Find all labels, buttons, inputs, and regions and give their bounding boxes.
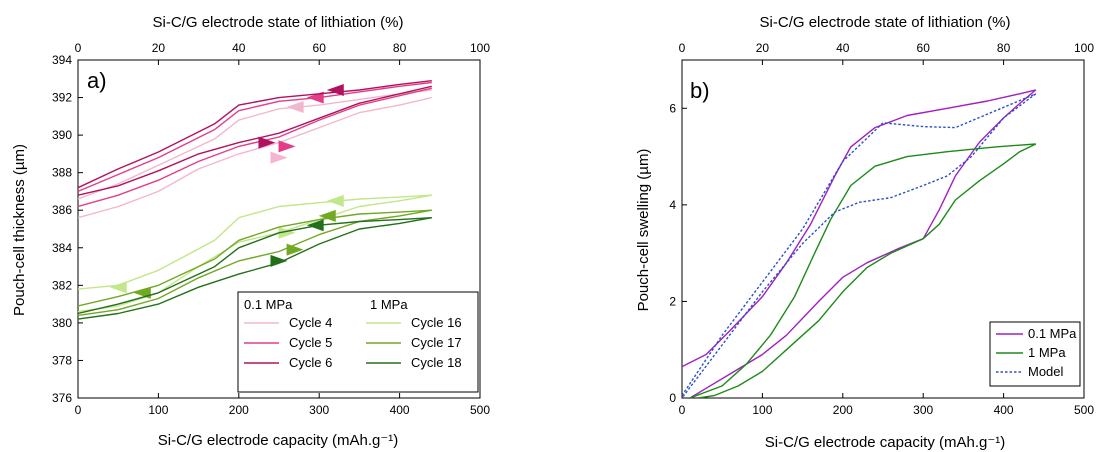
panel-b-x-tick-label: 0 — [679, 403, 686, 417]
panel-a-direction-arrow-3 — [109, 281, 127, 294]
panel-a-y-tick-label: 378 — [52, 353, 72, 367]
panel-b-legend-label: 1 MPa — [1028, 345, 1066, 360]
panel-a-legend-header-low: 0.1 MPa — [244, 297, 293, 312]
panel-a-direction-arrow-0 — [270, 151, 288, 164]
panel-a-legend-label: Cycle 5 — [289, 335, 332, 350]
panel-a-top-tick-label: 100 — [470, 41, 490, 55]
chart-panel-a: Si-C/G electrode state of lithiation (%)… — [11, 14, 490, 449]
panel-a-y-tick-label: 382 — [52, 278, 72, 292]
panel-a-x-tick-label: 0 — [75, 403, 82, 417]
panel-b-series-line-1 — [689, 143, 1036, 398]
panel-b-series-line-2 — [682, 93, 1037, 396]
panel-b-series-line-1 — [697, 143, 1037, 398]
panel-b-plot-area — [682, 89, 1037, 398]
panel-b-legend-box — [989, 321, 1081, 387]
panel-a-legend-box — [237, 291, 479, 393]
panel-a-direction-arrow-4 — [318, 209, 336, 222]
panel-b-y-axis-label: Pouch-cell swelling (µm) — [635, 149, 652, 312]
panel-b-legend: 0.1 MPa 1 MPa Model — [989, 321, 1081, 387]
panel-b-top-tick-label: 80 — [997, 41, 1011, 55]
panel-a-direction-arrow-0 — [286, 100, 304, 113]
panel-a-x-tick-label: 300 — [309, 403, 329, 417]
panel-b-x-tick-label: 200 — [833, 403, 853, 417]
panel-b-x-tick-label: 100 — [752, 403, 772, 417]
panel-a-direction-arrow-2 — [258, 136, 276, 149]
chart-panel-b: Si-C/G electrode state of lithiation (%)… — [635, 14, 1094, 451]
panel-b-x-tick-label: 400 — [994, 403, 1014, 417]
panel-b-y-tick-label: 0 — [669, 391, 676, 405]
panel-a-top-tick-label: 0 — [75, 41, 82, 55]
panel-b-top-axis-label: Si-C/G electrode state of lithiation (%) — [760, 14, 1011, 31]
panel-b-x-axis-label: Si-C/G electrode capacity (mAh.g⁻¹) — [765, 434, 1006, 451]
panel-a-top-tick-label: 80 — [393, 41, 407, 55]
panel-a-legend-label: Cycle 18 — [411, 355, 462, 370]
panel-a-x-tick-label: 400 — [390, 403, 410, 417]
panel-b-top-tick-label: 0 — [679, 41, 686, 55]
panel-b-y-tick-label: 4 — [669, 198, 676, 212]
panel-a-legend-header-high: 1 MPa — [370, 297, 408, 312]
panel-b-top-tick-label: 100 — [1074, 41, 1094, 55]
panel-a-legend-label: Cycle 6 — [289, 355, 332, 370]
panel-a-plot-frame — [77, 59, 481, 399]
panel-a-direction-arrow-2 — [326, 84, 344, 97]
panel-b-x-tick-label: 500 — [1074, 403, 1094, 417]
panel-a-direction-arrow-3 — [278, 226, 296, 239]
panel-a-y-tick-label: 380 — [52, 316, 72, 330]
panel-a-x-tick-label: 100 — [148, 403, 168, 417]
panel-a-series-line-3 — [78, 194, 432, 290]
panel-a-top-tick-label: 60 — [313, 41, 327, 55]
panel-a-x-tick-label: 200 — [229, 403, 249, 417]
panel-a-series-line-4 — [78, 209, 432, 317]
panel-a-plot-area — [78, 80, 432, 320]
panel-a-series-line-5 — [78, 217, 432, 320]
panel-b-top-tick-label: 60 — [917, 41, 931, 55]
panel-a-direction-arrow-5 — [306, 219, 324, 232]
panel-b-x-tick-label: 300 — [913, 403, 933, 417]
panel-a-direction-arrow-3 — [326, 194, 344, 207]
panel-a-series-line-1 — [78, 81, 432, 193]
panel-b-legend-label: 0.1 MPa — [1028, 326, 1077, 341]
panel-b-legend-label: Model — [1028, 364, 1064, 379]
panel-a-direction-arrow-1 — [306, 91, 324, 104]
panel-a-series-line-3 — [78, 194, 432, 313]
panel-b-y-tick-label: 6 — [669, 101, 676, 115]
panel-a-y-tick-label: 392 — [52, 91, 72, 105]
panel-a-series-line-4 — [78, 209, 432, 307]
panel-a-label: a) — [87, 68, 107, 93]
panel-a-top-axis-label: Si-C/G electrode state of lithiation (%) — [153, 14, 404, 31]
panel-a-direction-arrow-4 — [286, 243, 304, 256]
panel-a-top-tick-label: 20 — [152, 41, 166, 55]
panel-a-y-tick-label: 390 — [52, 128, 72, 142]
panel-a-series-line-2 — [78, 80, 432, 189]
panel-a-legend-label: Cycle 4 — [289, 315, 332, 330]
panel-a-series-line-5 — [78, 217, 432, 315]
panel-a-y-tick-label: 388 — [52, 166, 72, 180]
panel-a-legend-label: Cycle 17 — [411, 335, 462, 350]
panel-b-top-tick-label: 40 — [836, 41, 850, 55]
panel-a-series-line-0 — [78, 89, 432, 200]
panel-b-plot-frame — [681, 59, 1085, 399]
panel-b-y-tick-label: 2 — [669, 294, 676, 308]
panel-a-y-tick-label: 386 — [52, 203, 72, 217]
panel-a-x-axis-label: Si-C/G electrode capacity (mAh.g⁻¹) — [158, 432, 399, 449]
panel-b-top-tick-label: 20 — [756, 41, 770, 55]
panel-a-top-tick-label: 40 — [232, 41, 246, 55]
panel-b-label: b) — [690, 78, 710, 103]
panel-b-series-line-0 — [689, 89, 1037, 398]
panel-b-series-line-0 — [682, 89, 1036, 368]
panel-a-y-tick-label: 394 — [52, 53, 72, 67]
panel-a-y-tick-label: 376 — [52, 391, 72, 405]
panel-a-series-line-1 — [78, 87, 432, 208]
panel-b-series-line-2 — [682, 93, 1037, 398]
panel-a-y-tick-label: 384 — [52, 241, 72, 255]
panel-a-y-axis-label: Pouch-cell thickness (µm) — [11, 144, 28, 316]
panel-a-legend-label: Cycle 16 — [411, 315, 462, 330]
panel-a-direction-arrow-1 — [278, 140, 296, 153]
panel-a-x-tick-label: 500 — [470, 403, 490, 417]
panel-a-direction-arrow-5 — [270, 254, 288, 267]
panel-a-legend: 0.1 MPa 1 MPa Cycle 4 Cycle 5 Cycle 6 Cycle 1… — [237, 291, 479, 393]
